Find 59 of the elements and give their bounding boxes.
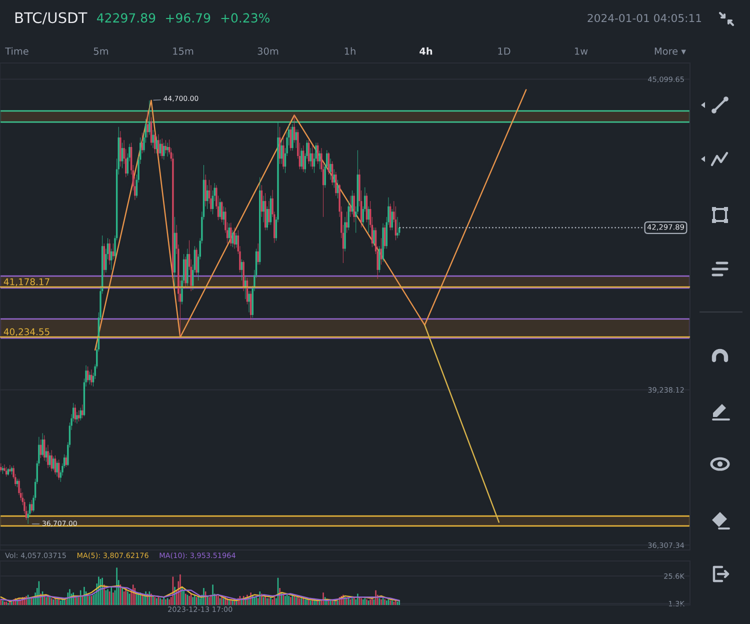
candlestick — [90, 369, 92, 386]
candlestick — [292, 124, 294, 151]
candlestick — [353, 192, 355, 222]
candlestick — [262, 196, 264, 222]
candlestick — [148, 100, 150, 136]
text: +96.79 — [166, 13, 210, 23]
candlestick — [56, 460, 58, 477]
ref-line-label: 40,234.55 — [4, 328, 50, 336]
candlestick — [163, 142, 165, 160]
candlestick — [330, 158, 332, 180]
candlestick — [257, 243, 259, 265]
candlestick — [230, 222, 232, 246]
text: 2024-01-01 04:05:11 — [588, 14, 701, 22]
text: 1h — [344, 47, 356, 55]
text: Time — [5, 47, 28, 55]
candlestick — [152, 130, 154, 148]
candlestick — [373, 227, 375, 246]
candlestick — [158, 134, 160, 157]
candlestick — [161, 138, 163, 159]
candlestick — [146, 110, 148, 138]
candlestick — [82, 404, 84, 419]
text: 1D — [498, 48, 510, 55]
candlestick — [76, 412, 78, 424]
candlestick — [234, 227, 236, 249]
candlestick — [312, 145, 314, 170]
candlestick — [295, 129, 297, 148]
candlestick — [391, 208, 393, 230]
ref-line-label: 41,178.17 — [4, 278, 50, 286]
candlestick — [204, 174, 206, 207]
candlestick — [78, 410, 80, 422]
candlestick — [244, 274, 246, 300]
text: 42297.89 — [96, 13, 156, 23]
candlestick — [47, 444, 49, 468]
candlestick — [396, 216, 398, 238]
text: 5m — [94, 48, 108, 55]
candlestick — [196, 247, 198, 276]
text: More ▾ — [654, 48, 686, 55]
candlestick — [248, 290, 250, 313]
candlestick — [52, 456, 54, 470]
text: 30m — [258, 47, 278, 55]
candlestick — [300, 148, 302, 170]
candlestick — [380, 238, 382, 265]
candlestick — [350, 196, 352, 218]
candlestick — [228, 223, 230, 242]
candlestick — [268, 200, 270, 226]
candlestick — [80, 407, 82, 421]
candlestick — [219, 198, 221, 220]
text: 15m — [173, 48, 194, 55]
text: 4h — [420, 47, 432, 55]
text: +0.23% — [221, 13, 270, 23]
candlestick — [282, 137, 284, 170]
candlestick — [166, 142, 168, 157]
text: 1w — [575, 48, 588, 55]
candlestick — [368, 206, 370, 234]
chart-title: BTC/USDT — [15, 12, 88, 24]
candlestick — [74, 404, 76, 423]
candlestick — [9, 464, 11, 473]
candlestick — [120, 130, 122, 167]
candlestick — [346, 211, 348, 234]
